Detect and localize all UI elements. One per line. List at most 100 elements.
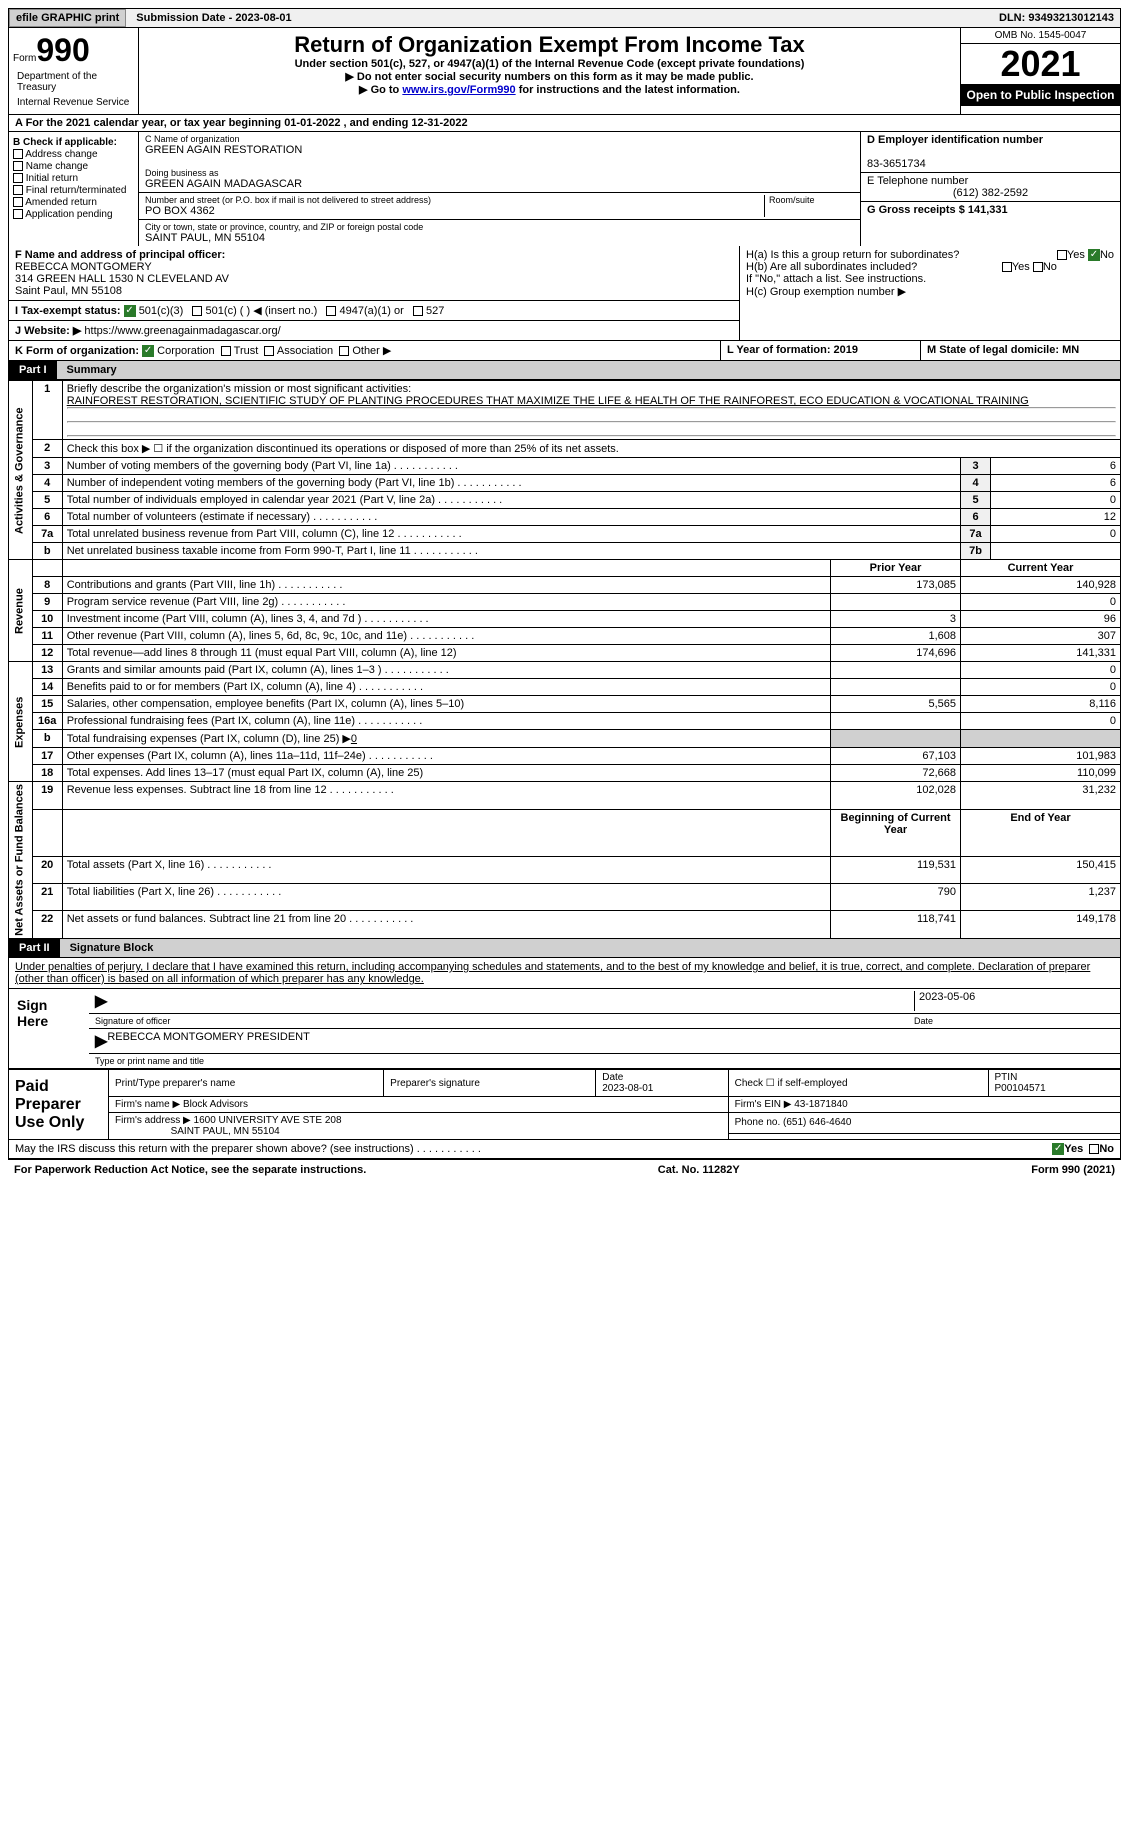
v6: 12: [991, 509, 1121, 526]
l5: Total number of individuals employed in …: [62, 492, 960, 509]
chk-527[interactable]: [413, 306, 423, 316]
ein-label: D Employer identification number: [867, 134, 1043, 146]
part1-num: Part I: [9, 361, 57, 379]
arrow-icon: ▶: [95, 1031, 107, 1051]
l3: Number of voting members of the governin…: [62, 458, 960, 475]
hb-yes[interactable]: [1002, 262, 1012, 272]
vert-activities: Activities & Governance: [9, 381, 33, 560]
date-label: Date: [914, 1016, 1114, 1026]
chk-name[interactable]: [13, 161, 23, 171]
vert-netassets: Net Assets or Fund Balances: [9, 782, 33, 939]
note2-post: for instructions and the latest informat…: [516, 84, 740, 96]
form-subtitle: Under section 501(c), 527, or 4947(a)(1)…: [143, 58, 956, 70]
v3: 6: [991, 458, 1121, 475]
phone-value: (612) 382-2592: [867, 187, 1114, 199]
form-number: 990: [36, 32, 89, 68]
chk-corp[interactable]: ✓: [142, 345, 154, 357]
summary-table: Activities & Governance 1 Briefly descri…: [8, 380, 1121, 939]
form-title: Return of Organization Exempt From Incom…: [143, 32, 956, 58]
chk-501c[interactable]: [192, 306, 202, 316]
type-name-label: Type or print name and title: [89, 1054, 1120, 1068]
col-b-checkboxes: B Check if applicable: Address change Na…: [9, 132, 139, 246]
chk-amended[interactable]: [13, 197, 23, 207]
l9: Program service revenue (Part VIII, line…: [62, 594, 830, 611]
chk-final[interactable]: [13, 185, 23, 195]
top-bar: efile GRAPHIC print Submission Date - 20…: [8, 8, 1121, 28]
sig-date: 2023-05-06: [914, 991, 1114, 1011]
firm-ein: 43-1871840: [794, 1099, 847, 1110]
chk-pending[interactable]: [13, 209, 23, 219]
l10: Investment income (Part VIII, column (A)…: [62, 611, 830, 628]
hb-no[interactable]: [1033, 262, 1043, 272]
ha-no[interactable]: ✓: [1088, 249, 1100, 261]
discuss-question: May the IRS discuss this return with the…: [15, 1143, 1052, 1155]
firm-phone: (651) 646-4640: [783, 1117, 851, 1128]
state-domicile: M State of legal domicile: MN: [927, 344, 1079, 356]
hc-label: H(c) Group exemption number ▶: [746, 285, 1114, 298]
ha-label: H(a) Is this a group return for subordin…: [746, 249, 959, 261]
efile-button[interactable]: efile GRAPHIC print: [9, 9, 126, 27]
chk-initial[interactable]: [13, 173, 23, 183]
l20: Total assets (Part X, line 16): [62, 856, 830, 883]
firm-addr2: SAINT PAUL, MN 55104: [171, 1126, 280, 1137]
website-label: J Website: ▶: [15, 325, 84, 337]
officer-label: F Name and address of principal officer:: [15, 249, 225, 261]
org-name-label: C Name of organization: [145, 134, 854, 144]
self-employed-check[interactable]: Check ☐ if self-employed: [728, 1070, 988, 1097]
dln: DLN: 93493213012143: [999, 12, 1120, 24]
l13: Grants and similar amounts paid (Part IX…: [62, 662, 830, 679]
tax-year: 2021: [961, 44, 1120, 84]
irs-link[interactable]: www.irs.gov/Form990: [402, 84, 515, 96]
v7b: [991, 543, 1121, 560]
dba-label: Doing business as: [145, 168, 854, 178]
discuss-yes[interactable]: ✓: [1052, 1143, 1064, 1155]
current-hdr: Current Year: [1008, 562, 1074, 574]
officer-addr1: 314 GREEN HALL 1530 N CLEVELAND AV: [15, 273, 733, 285]
form-header: Form990 Department of the Treasury Inter…: [8, 28, 1121, 115]
addr-label: Number and street (or P.O. box if mail i…: [145, 195, 764, 205]
l21: Total liabilities (Part X, line 26): [62, 884, 830, 911]
officer-addr2: Saint Paul, MN 55108: [15, 285, 733, 297]
org-name: GREEN AGAIN RESTORATION: [145, 144, 854, 156]
vert-expenses: Expenses: [9, 662, 33, 782]
ptin-value: P00104571: [995, 1083, 1046, 1094]
chk-other[interactable]: [339, 346, 349, 356]
note2-pre: ▶ Go to: [359, 84, 402, 96]
form-word: Form: [13, 53, 36, 64]
mission-text: RAINFOREST RESTORATION, SCIENTIFIC STUDY…: [67, 395, 1029, 407]
l11: Other revenue (Part VIII, column (A), li…: [62, 628, 830, 645]
chk-assoc[interactable]: [264, 346, 274, 356]
boy-hdr: Beginning of Current Year: [841, 812, 951, 836]
chk-4947[interactable]: [326, 306, 336, 316]
l7a: Total unrelated business revenue from Pa…: [62, 526, 960, 543]
chk-trust[interactable]: [221, 346, 231, 356]
hb-note: If "No," attach a list. See instructions…: [746, 273, 1114, 285]
irs-label: Internal Revenue Service: [13, 95, 134, 110]
officer-name-title: REBECCA MONTGOMERY PRESIDENT: [107, 1031, 310, 1051]
chk-501c3[interactable]: ✓: [124, 305, 136, 317]
city-state-zip: SAINT PAUL, MN 55104: [145, 232, 854, 244]
sig-officer-label: Signature of officer: [95, 1016, 914, 1026]
l8: Contributions and grants (Part VIII, lin…: [62, 577, 830, 594]
room-label: Room/suite: [764, 195, 854, 217]
sign-here-label: Sign Here: [9, 989, 89, 1068]
l19: Revenue less expenses. Subtract line 18 …: [62, 782, 830, 809]
v5: 0: [991, 492, 1121, 509]
l12: Total revenue—add lines 8 through 11 (mu…: [62, 645, 830, 662]
eoy-hdr: End of Year: [1010, 812, 1070, 824]
row-a-period: A For the 2021 calendar year, or tax yea…: [8, 115, 1121, 132]
print-name-label: Print/Type preparer's name: [109, 1070, 384, 1097]
l16b: Total fundraising expenses (Part IX, col…: [67, 733, 351, 745]
part1-title: Summary: [57, 361, 1120, 379]
city-label: City or town, state or province, country…: [145, 222, 854, 232]
firm-addr1: 1600 UNIVERSITY AVE STE 208: [194, 1115, 342, 1126]
l15: Salaries, other compensation, employee b…: [62, 696, 830, 713]
cat-number: Cat. No. 11282Y: [658, 1164, 740, 1176]
l4: Number of independent voting members of …: [62, 475, 960, 492]
chk-address[interactable]: [13, 149, 23, 159]
dept-treasury: Department of the Treasury: [13, 69, 134, 95]
l1-label: Briefly describe the organization's miss…: [67, 383, 411, 395]
ha-yes[interactable]: [1057, 250, 1067, 260]
discuss-no[interactable]: [1089, 1144, 1099, 1154]
gross-receipts: G Gross receipts $ 141,331: [867, 204, 1008, 216]
